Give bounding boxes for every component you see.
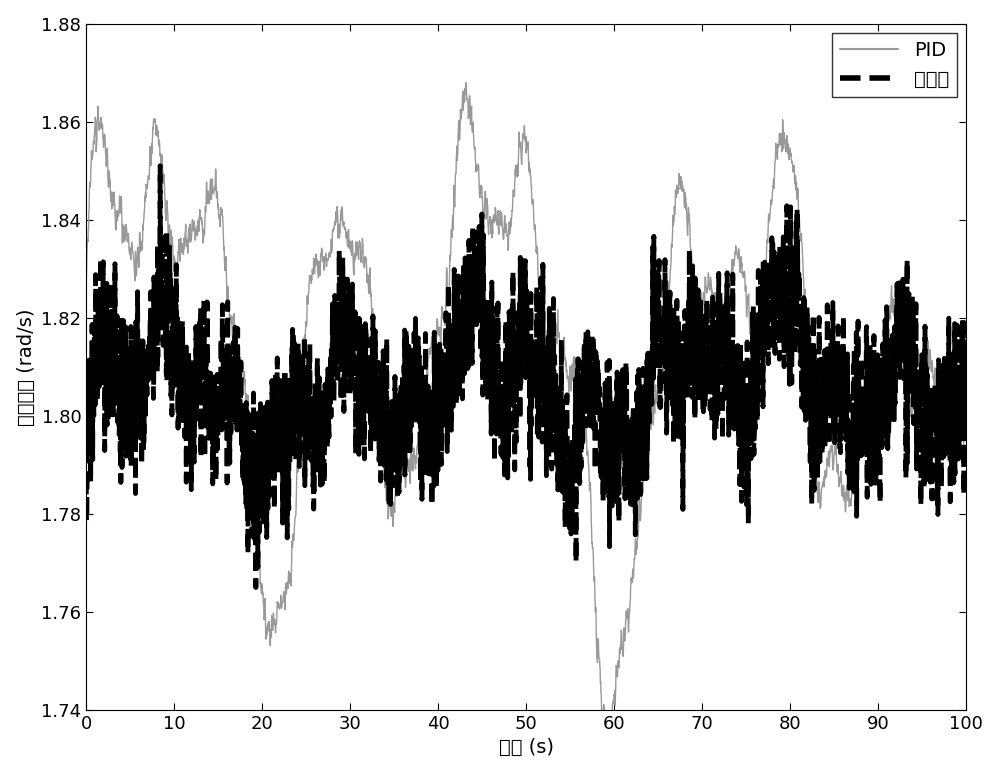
本方法 xyxy=(233,362,245,372)
PID xyxy=(460,78,472,87)
PID xyxy=(181,241,193,251)
Line: PID: PID xyxy=(86,83,966,738)
本方法 xyxy=(250,583,262,592)
本方法 xyxy=(154,161,166,170)
PID xyxy=(960,459,972,468)
PID xyxy=(602,733,614,742)
Legend: PID, 本方法: PID, 本方法 xyxy=(832,33,957,97)
本方法 xyxy=(181,359,193,368)
PID xyxy=(233,352,245,361)
本方法 xyxy=(849,416,861,425)
PID xyxy=(944,368,956,377)
本方法 xyxy=(456,394,468,403)
本方法 xyxy=(944,424,956,433)
PID xyxy=(456,108,468,117)
Y-axis label: 风轮转速 (rad/s): 风轮转速 (rad/s) xyxy=(17,308,36,426)
PID xyxy=(418,409,430,418)
本方法 xyxy=(418,448,430,457)
PID xyxy=(80,281,92,290)
PID xyxy=(849,462,861,471)
本方法 xyxy=(960,406,972,415)
X-axis label: 时间 (s): 时间 (s) xyxy=(499,738,554,757)
本方法 xyxy=(80,471,92,481)
Line: 本方法: 本方法 xyxy=(86,166,966,587)
